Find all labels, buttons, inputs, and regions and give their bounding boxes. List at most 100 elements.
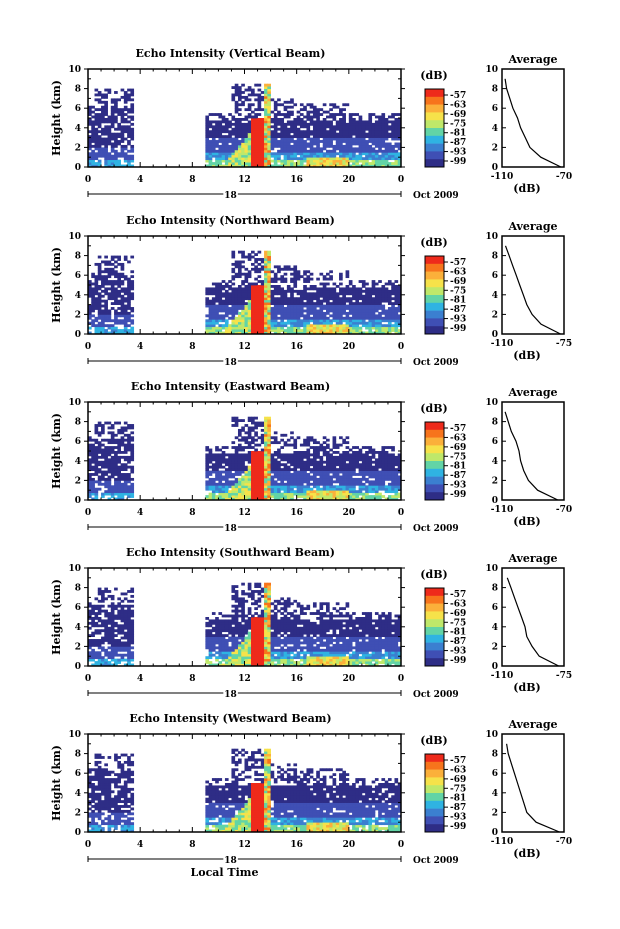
echo-cell bbox=[224, 453, 229, 457]
echo-cell bbox=[260, 468, 265, 471]
echo-cell bbox=[296, 480, 301, 484]
echo-cell bbox=[286, 115, 291, 119]
echo-cell bbox=[371, 460, 376, 464]
echo-cell bbox=[384, 282, 389, 286]
echo-cell bbox=[241, 100, 245, 104]
echo-cell bbox=[254, 265, 258, 269]
echo-cell bbox=[107, 319, 112, 323]
echo-cell bbox=[237, 122, 242, 126]
echo-cell bbox=[345, 319, 350, 323]
echo-cell bbox=[277, 329, 281, 332]
echo-cell bbox=[293, 164, 298, 168]
echo-cell bbox=[251, 468, 255, 471]
echo-cell bbox=[117, 314, 121, 318]
echo-cell bbox=[120, 108, 125, 112]
echo-cell bbox=[332, 164, 337, 168]
panel-2: Echo Intensity (Northward Beam)0246810He… bbox=[50, 214, 572, 370]
echo-cell bbox=[312, 316, 317, 320]
echo-cell bbox=[231, 416, 236, 420]
echo-cell bbox=[244, 331, 249, 335]
echo-cell bbox=[211, 130, 216, 134]
echo-cell bbox=[267, 250, 271, 254]
echo-cell bbox=[130, 110, 135, 114]
echo-cell bbox=[312, 470, 317, 474]
echo-cell bbox=[94, 431, 99, 435]
echo-cell bbox=[374, 487, 379, 491]
echo-cell bbox=[286, 331, 291, 335]
echo-cell bbox=[394, 164, 399, 168]
echo-cell bbox=[241, 122, 245, 126]
echo-cell bbox=[335, 314, 340, 318]
echo-cell bbox=[299, 302, 304, 305]
echo-cell bbox=[342, 453, 346, 457]
echo-cell bbox=[247, 270, 252, 274]
echo-cell bbox=[352, 473, 356, 476]
echo-cell bbox=[130, 309, 135, 313]
echo-cell bbox=[120, 95, 125, 99]
echo-cell bbox=[101, 475, 105, 479]
colorbar-tick-label: -87 bbox=[450, 305, 466, 315]
echo-cell bbox=[283, 470, 288, 474]
echo-cell bbox=[286, 267, 291, 271]
echo-cell bbox=[374, 154, 379, 158]
echo-cell bbox=[221, 453, 226, 457]
echo-cell bbox=[335, 144, 340, 148]
echo-cell bbox=[293, 132, 298, 136]
echo-cell bbox=[254, 421, 258, 425]
echo-cell bbox=[342, 485, 346, 489]
echo-cell bbox=[264, 428, 268, 432]
echo-cell bbox=[127, 110, 131, 114]
echo-cell bbox=[114, 282, 118, 286]
echo-cell bbox=[91, 294, 95, 298]
echo-cell bbox=[381, 316, 386, 320]
echo-cell bbox=[267, 140, 271, 143]
echo-cell bbox=[374, 480, 379, 484]
echo-cell bbox=[251, 154, 255, 158]
echo-cell bbox=[352, 465, 356, 469]
echo-cell bbox=[104, 255, 108, 259]
echo-cell bbox=[104, 154, 108, 158]
echo-cell bbox=[306, 149, 311, 153]
echo-cell bbox=[264, 260, 268, 264]
echo-cell bbox=[234, 455, 239, 459]
echo-cell bbox=[387, 319, 392, 323]
echo-cell bbox=[123, 485, 128, 489]
echo-cell bbox=[397, 304, 402, 308]
echo-cell bbox=[303, 292, 307, 296]
echo-cell bbox=[107, 463, 112, 467]
echo-cell bbox=[355, 314, 360, 318]
echo-cell bbox=[110, 426, 115, 430]
echo-cell bbox=[110, 294, 115, 298]
echo-cell bbox=[293, 270, 298, 274]
echo-cell bbox=[107, 135, 112, 138]
echo-cell bbox=[130, 132, 135, 136]
echo-cell bbox=[264, 495, 268, 498]
echo-cell bbox=[130, 424, 135, 427]
echo-cell bbox=[309, 463, 314, 467]
echo-cell bbox=[319, 294, 324, 298]
echo-cell bbox=[228, 316, 232, 320]
echo-cell bbox=[371, 468, 376, 471]
echo-cell bbox=[208, 329, 213, 332]
echo-cell bbox=[374, 490, 379, 494]
echo-cell bbox=[280, 147, 285, 151]
echo-cell bbox=[94, 492, 99, 496]
echo-cell bbox=[110, 438, 115, 442]
echo-cell bbox=[277, 311, 281, 315]
echo-cell bbox=[260, 475, 265, 479]
colorbar-segment bbox=[425, 151, 444, 160]
echo-cell bbox=[257, 314, 262, 318]
echo-cell bbox=[391, 487, 395, 491]
echo-cell bbox=[97, 304, 102, 308]
echo-cell bbox=[251, 463, 255, 467]
echo-cell bbox=[273, 331, 278, 335]
echo-cell bbox=[384, 477, 389, 481]
echo-cell bbox=[306, 460, 311, 464]
echo-cell bbox=[280, 144, 285, 148]
echo-cell bbox=[215, 497, 219, 501]
echo-cell bbox=[260, 307, 265, 310]
echo-cell bbox=[394, 154, 399, 158]
echo-cell bbox=[117, 441, 121, 445]
average-frame bbox=[501, 68, 565, 168]
echo-cell bbox=[254, 319, 258, 323]
